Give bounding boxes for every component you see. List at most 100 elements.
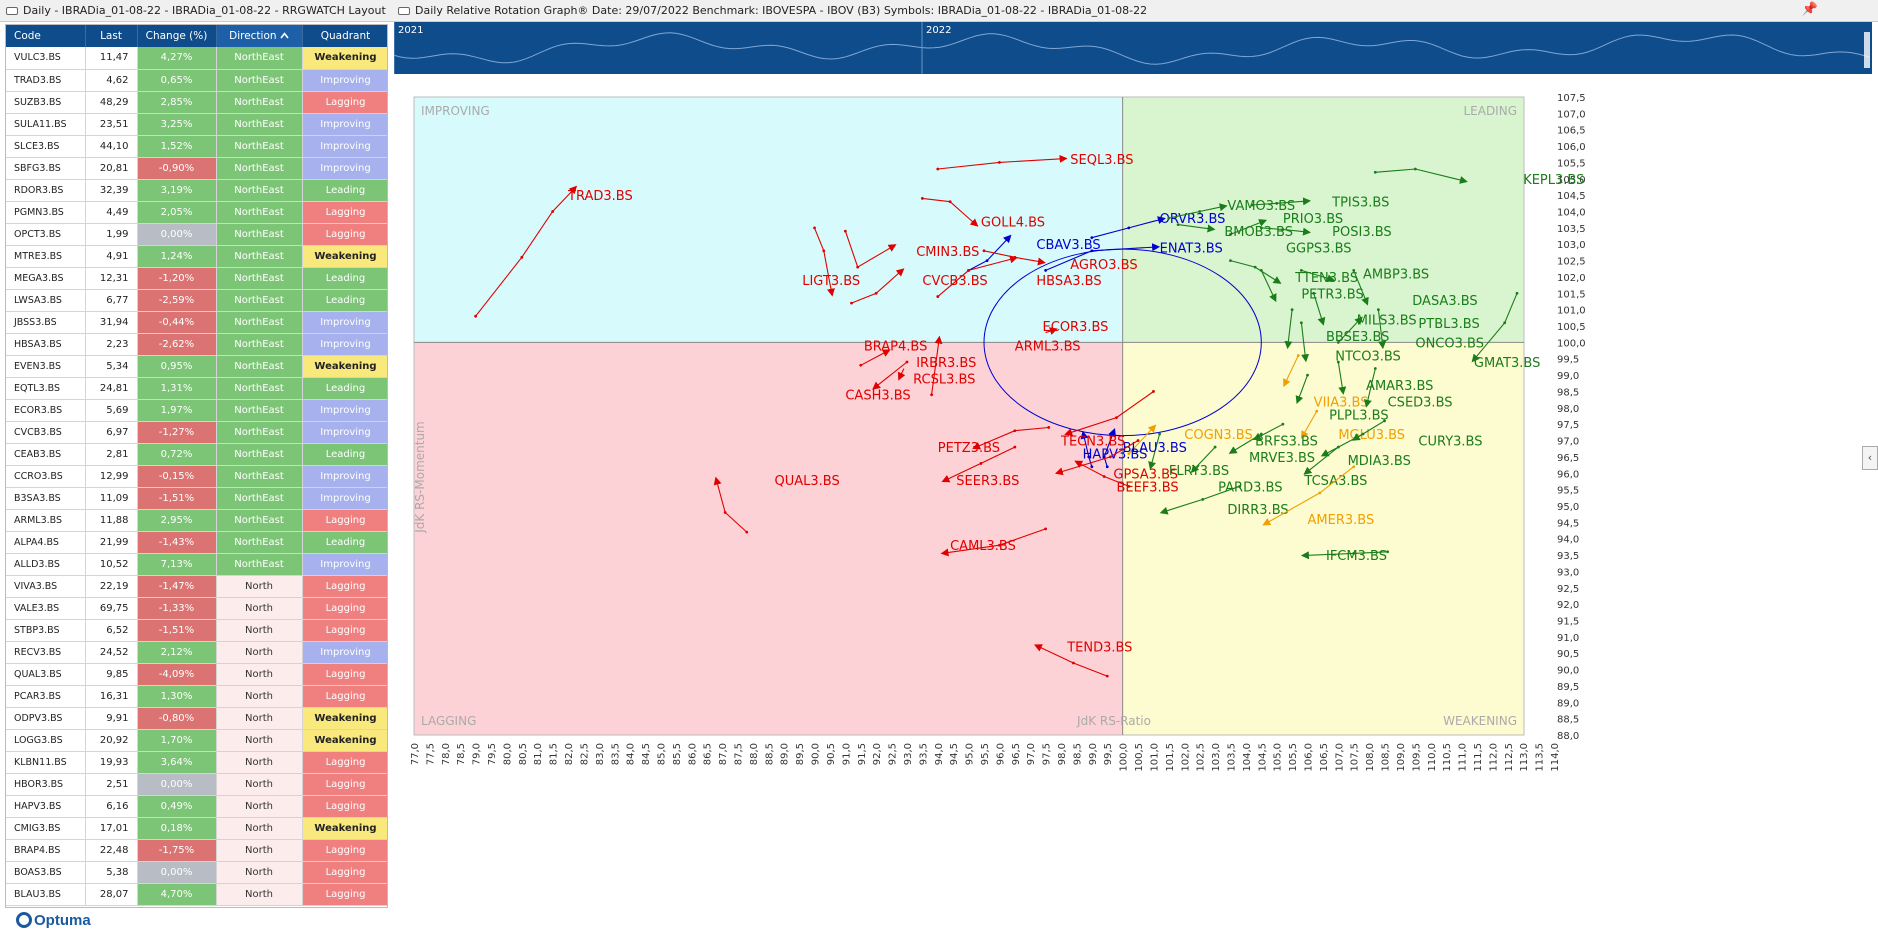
table-row[interactable]: CCRO3.BS 12,99 -0,15% NorthEast Improving [6, 465, 387, 488]
rrg-series[interactable]: CBAV3.BS [967, 234, 1101, 272]
table-row[interactable]: LWSA3.BS 6,77 -2,59% NorthEast Leading [6, 289, 387, 312]
header-code[interactable]: Code [6, 25, 86, 47]
rrg-series[interactable]: BRFS3.BS [1252, 422, 1318, 450]
rrg-series[interactable]: TPIS3.BS [1250, 196, 1390, 211]
table-row[interactable]: VALE3.BS 69,75 -1,33% North Lagging [6, 597, 387, 620]
rrg-series[interactable]: IRBR3.BS [898, 356, 976, 381]
table-row[interactable]: VULC3.BS 11,47 4,27% NorthEast Weakening [6, 47, 387, 70]
table-row[interactable]: KLBN11.BS 19,93 3,64% North Lagging [6, 751, 387, 774]
pin-icon[interactable]: 📌 [1801, 2, 1818, 17]
rrg-series[interactable]: DIRR3.BS [1159, 484, 1289, 518]
rrg-series[interactable]: ORVR3.BS [1090, 212, 1225, 240]
rrg-series[interactable]: CASH3.BS [845, 360, 911, 404]
rrg-series[interactable]: PTBL3.BS [1336, 316, 1480, 344]
rrg-series[interactable]: CAML3.BS [940, 527, 1048, 557]
table-row[interactable]: CVCB3.BS 6,97 -1,27% NorthEast Improving [6, 421, 387, 444]
table-row[interactable]: BLAU3.BS 28,07 4,70% North Lagging [6, 883, 387, 906]
rrg-series[interactable]: MRVE3.BS [1228, 432, 1315, 466]
rrg-series[interactable]: IFCM3.BS [1300, 549, 1390, 564]
rrg-series[interactable]: ENAT3.BS [1044, 242, 1223, 272]
rrg-series[interactable]: RCSL3.BS [913, 335, 975, 397]
rrg-series[interactable]: MILS3.BS [1312, 291, 1417, 329]
rrg-series[interactable]: HAPV3.BS [1080, 430, 1148, 469]
table-row[interactable]: JBSS3.BS 31,94 -0,44% NorthEast Improving [6, 311, 387, 334]
rrg-series[interactable]: TRAD3.BS [474, 185, 633, 318]
table-row[interactable]: EQTL3.BS 24,81 1,31% NorthEast Leading [6, 377, 387, 400]
table-row[interactable]: BRAP4.BS 22,48 -1,75% North Lagging [6, 839, 387, 862]
table-row[interactable]: VIVA3.BS 22,19 -1,47% North Lagging [6, 575, 387, 598]
header-quadrant[interactable]: Quadrant [302, 25, 387, 47]
rrg-series[interactable]: AGRO3.BS [982, 249, 1138, 273]
table-row[interactable]: LOGG3.BS 20,92 1,70% North Weakening [6, 729, 387, 752]
table-row[interactable]: QUAL3.BS 9,85 -4,09% North Lagging [6, 663, 387, 686]
timeline-strip[interactable]: 2021 2022 [394, 22, 1872, 74]
rrg-series[interactable]: COGN3.BS [1127, 424, 1253, 456]
table-row[interactable]: ALPA4.BS 21,99 -1,43% NorthEast Leading [6, 531, 387, 554]
rrg-series[interactable]: HBSA3.BS [936, 255, 1102, 298]
rrg-series[interactable]: PRIO3.BS [1229, 212, 1343, 236]
rrg-series[interactable]: VIIA3.BS [1283, 354, 1368, 410]
table-row[interactable]: CEAB3.BS 2,81 0,72% NorthEast Leading [6, 443, 387, 466]
rrg-series[interactable]: BEEF3.BS [1074, 460, 1179, 496]
table-row[interactable]: PGMN3.BS 4,49 2,05% NorthEast Lagging [6, 201, 387, 224]
rrg-series[interactable]: PLPL3.BS [1295, 373, 1389, 424]
table-row[interactable]: HAPV3.BS 6,16 0,49% North Lagging [6, 795, 387, 818]
rrg-series[interactable]: SEER3.BS [941, 445, 1019, 489]
rrg-series[interactable]: PARD3.BS [1190, 445, 1282, 496]
rrg-series[interactable]: AMAR3.BS [1336, 360, 1434, 395]
table-row[interactable]: ALLD3.BS 10,52 7,13% NorthEast Improving [6, 553, 387, 576]
table-row[interactable]: MEGA3.BS 12,31 -1,20% NorthEast Leading [6, 267, 387, 290]
table-row[interactable]: EVEN3.BS 5,34 0,95% NorthEast Weakening [6, 355, 387, 378]
rrg-series[interactable]: BLAU3.BS [1102, 428, 1187, 469]
table-row[interactable]: ODPV3.BS 9,91 -0,80% North Weakening [6, 707, 387, 730]
rrg-chart[interactable]: IMPROVING LEADING LAGGING WEAKENING JdK RS-R… [394, 82, 1872, 912]
rrg-series[interactable]: GPSA3.BS [1054, 439, 1178, 482]
rrg-series[interactable]: BRAP4.BS [859, 340, 927, 367]
rrg-series[interactable]: TEND3.BS [1033, 641, 1133, 678]
table-row[interactable]: CMIG3.BS 17,01 0,18% North Weakening [6, 817, 387, 840]
rrg-series[interactable]: AMBP3.BS [1299, 268, 1429, 283]
rrg-series[interactable]: TECN3.BS [1060, 390, 1155, 450]
rrg-series[interactable]: GMAT3.BS [1471, 291, 1540, 371]
table-row[interactable]: SBFG3.BS 20,81 -0,90% NorthEast Improving [6, 157, 387, 180]
table-row[interactable]: MTRE3.BS 4,91 1,24% NorthEast Weakening [6, 245, 387, 268]
table-row[interactable]: PCAR3.BS 16,31 1,30% North Lagging [6, 685, 387, 708]
table-row[interactable]: B3SA3.BS 11,09 -1,51% NorthEast Improving [6, 487, 387, 510]
rrg-series[interactable]: KEPL3.BS [1373, 167, 1584, 188]
table-row[interactable]: BOAS3.BS 5,38 0,00% North Lagging [6, 861, 387, 884]
rrg-series[interactable]: ARML3.BS [1015, 327, 1081, 355]
header-last[interactable]: Last [85, 25, 138, 47]
table-row[interactable]: OPCT3.BS 1,99 0,00% NorthEast Lagging [6, 223, 387, 246]
collapse-panel-button[interactable]: ‹ [1862, 446, 1878, 470]
table-row[interactable]: SLCE3.BS 44,10 1,52% NorthEast Improving [6, 135, 387, 158]
header-direction[interactable]: Direction [216, 25, 303, 47]
rrg-series[interactable]: CSED3.BS [1363, 367, 1453, 410]
rrg-series[interactable]: ECOR3.BS [1043, 320, 1109, 335]
table-row[interactable]: SULA11.BS 23,51 3,25% NorthEast Improving [6, 113, 387, 136]
rrg-series[interactable]: SEQL3.BS [936, 153, 1134, 171]
table-row[interactable]: ARML3.BS 11,88 2,95% NorthEast Lagging [6, 509, 387, 532]
rrg-series[interactable]: PETR3.BS [1259, 269, 1364, 302]
table-row[interactable]: RECV3.BS 24,52 2,12% North Improving [6, 641, 387, 664]
rrg-series[interactable]: GOLL4.BS [920, 197, 1045, 230]
rrg-series[interactable]: BBSE3.BS [1284, 308, 1390, 350]
rrg-series[interactable]: ONCO3.BS [1376, 308, 1484, 351]
table-row[interactable]: HBOR3.BS 2,51 0,00% North Lagging [6, 773, 387, 796]
rrg-series[interactable]: GGPS3.BS [1286, 242, 1352, 257]
rrg-series[interactable]: PETZ3.BS [938, 426, 1051, 456]
table-row[interactable]: SUZB3.BS 48,29 2,85% NorthEast Lagging [6, 91, 387, 114]
rrg-series[interactable]: POSI3.BS [1259, 225, 1392, 240]
rrg-series[interactable]: NTCO3.BS [1299, 321, 1401, 364]
table-row[interactable]: STBP3.BS 6,52 -1,51% North Lagging [6, 619, 387, 642]
timeline-scroll-handle[interactable] [1864, 32, 1870, 68]
table-row[interactable]: ECOR3.BS 5,69 1,97% NorthEast Improving [6, 399, 387, 422]
header-change[interactable]: Change (%) [137, 25, 217, 47]
rrg-series[interactable]: QUAL3.BS [713, 474, 840, 534]
table-row[interactable]: HBSA3.BS 2,23 -2,62% NorthEast Improving [6, 333, 387, 356]
table-row[interactable]: RDOR3.BS 32,39 3,19% NorthEast Leading [6, 179, 387, 202]
rrg-series[interactable]: LIGT3.BS [802, 226, 860, 297]
table-row[interactable]: TRAD3.BS 4,62 0,65% NorthEast Improving [6, 69, 387, 92]
rrg-series[interactable]: DASA3.BS [1352, 269, 1478, 309]
rrg-series[interactable]: MDIA3.BS [1320, 432, 1411, 470]
rrg-series[interactable]: CMIN3.BS [843, 229, 979, 269]
